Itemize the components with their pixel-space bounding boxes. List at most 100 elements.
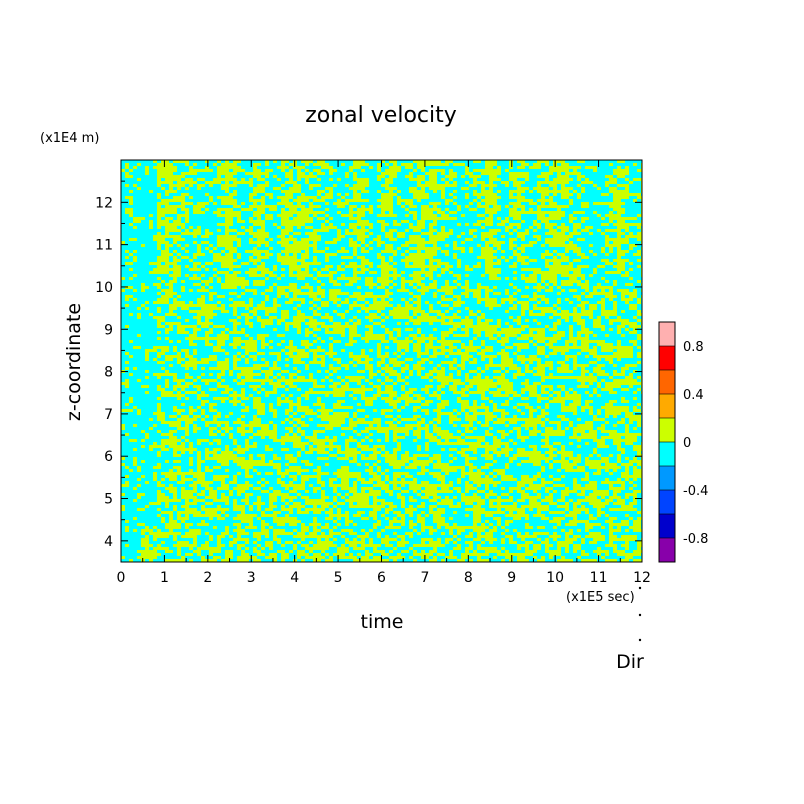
field-cell xyxy=(177,547,181,550)
field-cell xyxy=(349,379,361,382)
field-cell xyxy=(293,325,301,328)
field-cell xyxy=(189,166,193,169)
field-cell xyxy=(525,229,529,232)
field-cell xyxy=(437,262,449,265)
field-cell xyxy=(173,349,177,352)
field-cell xyxy=(177,511,201,514)
field-cell xyxy=(609,211,613,214)
field-cell xyxy=(417,283,425,286)
field-cell xyxy=(413,343,421,346)
field-cell xyxy=(425,412,429,415)
field-cell xyxy=(149,418,153,421)
field-cell xyxy=(505,556,513,559)
field-cell xyxy=(233,397,237,400)
field-cell xyxy=(573,412,577,415)
field-cell xyxy=(477,202,481,205)
field-cell xyxy=(205,331,213,334)
field-cell xyxy=(257,352,265,355)
field-cell xyxy=(565,538,577,541)
field-cell xyxy=(537,493,541,496)
field-cell xyxy=(297,370,301,373)
field-cell xyxy=(509,244,517,247)
colorbar-segment xyxy=(659,538,675,562)
field-cell xyxy=(241,415,245,418)
field-cell xyxy=(205,232,213,235)
field-cell xyxy=(433,547,437,550)
field-cell xyxy=(477,319,481,322)
field-cell xyxy=(185,361,209,364)
field-cell xyxy=(509,196,525,199)
field-cell xyxy=(249,205,277,208)
field-cell xyxy=(585,484,597,487)
field-cell xyxy=(605,514,609,517)
field-cell xyxy=(617,526,621,529)
field-cell xyxy=(473,295,481,298)
field-cell xyxy=(313,487,321,490)
field-cell xyxy=(457,223,461,226)
field-cell xyxy=(477,469,481,472)
field-cell xyxy=(593,550,609,553)
field-cell xyxy=(265,481,269,484)
field-cell xyxy=(337,517,341,520)
field-cell xyxy=(601,406,629,409)
field-cell xyxy=(141,532,145,535)
field-cell xyxy=(261,196,265,199)
field-cell xyxy=(597,553,601,556)
field-cell xyxy=(553,193,557,196)
field-cell xyxy=(509,232,513,235)
field-cell xyxy=(253,415,257,418)
field-cell xyxy=(509,175,529,178)
field-cell xyxy=(177,295,181,298)
field-cell xyxy=(633,448,642,451)
field-cell xyxy=(545,178,549,181)
field-cell xyxy=(601,298,605,301)
field-cell xyxy=(277,286,297,289)
field-cell xyxy=(425,373,433,376)
field-cell xyxy=(637,337,642,340)
field-cell xyxy=(197,388,201,391)
field-cell xyxy=(201,544,209,547)
field-cell xyxy=(629,526,641,529)
field-cell xyxy=(141,460,145,463)
field-cell xyxy=(369,205,373,208)
field-cell xyxy=(509,541,517,544)
field-cell xyxy=(377,370,381,373)
field-cell xyxy=(141,244,145,247)
field-cell xyxy=(585,280,589,283)
field-cell xyxy=(125,295,133,298)
field-cell xyxy=(249,274,265,277)
field-cell xyxy=(309,445,313,448)
field-cell xyxy=(497,496,501,499)
field-cell xyxy=(581,478,589,481)
field-cell xyxy=(173,196,185,199)
field-cell xyxy=(149,190,153,193)
field-cell xyxy=(401,457,417,460)
field-cell xyxy=(369,370,373,373)
field-cell xyxy=(341,214,353,217)
field-cell xyxy=(389,334,393,337)
field-cell xyxy=(193,475,205,478)
field-cell xyxy=(465,331,469,334)
field-cell xyxy=(329,190,333,193)
field-cell xyxy=(365,283,377,286)
field-cell xyxy=(533,373,545,376)
field-cell xyxy=(481,172,501,175)
field-cell xyxy=(293,433,297,436)
field-cell xyxy=(545,250,549,253)
field-cell xyxy=(365,532,369,535)
field-cell xyxy=(385,379,393,382)
field-cell xyxy=(453,391,465,394)
field-cell xyxy=(569,457,581,460)
field-cell xyxy=(141,553,161,556)
field-cell xyxy=(273,268,277,271)
field-cell xyxy=(537,283,541,286)
field-cell xyxy=(425,250,437,253)
field-cell xyxy=(377,166,381,169)
field-cell xyxy=(157,385,161,388)
field-cell xyxy=(633,163,637,166)
field-cell xyxy=(217,280,221,283)
field-cell xyxy=(449,460,453,463)
field-cell xyxy=(617,247,621,250)
field-cell xyxy=(465,268,473,271)
field-cell xyxy=(261,370,273,373)
